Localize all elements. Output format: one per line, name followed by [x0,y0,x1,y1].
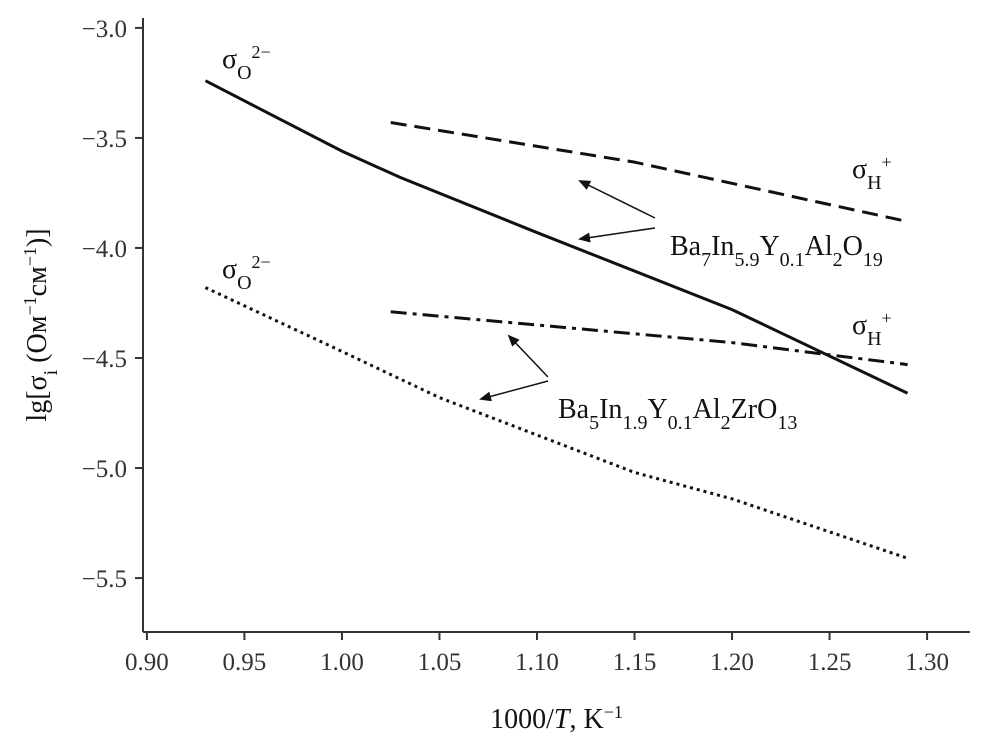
y-tick-label: −3.0 [82,16,127,43]
text-part: σ [222,254,237,285]
text-part: 2 [833,249,843,271]
x-axis-label: 1000/T, K−1 [490,702,623,735]
text-part: Y [759,231,779,262]
text-part: ZrO [731,394,778,425]
line-series [204,79,909,395]
text-part: T [554,704,572,735]
text-part: Al [805,231,833,262]
text-part: см [22,266,53,296]
text-part: O [843,231,863,262]
annotation: σO2− [222,252,271,294]
text-part: −1 [604,702,623,722]
text-part: )] [22,228,53,247]
text-part: −1 [20,247,40,266]
text-part: O [237,62,251,84]
text-part: In [711,231,734,262]
arrow [507,334,549,378]
arrow [479,380,549,402]
text-part: i [40,369,62,375]
x-tick-label: 1.00 [320,649,364,676]
text-part: σ [222,44,237,75]
x-tick-label: 1.30 [905,649,949,676]
arrow [578,227,656,243]
text-part: 19 [863,249,883,271]
annotation: Ba7In5.9Y0.1Al2O19 [670,231,883,271]
y-tick-label: −4.5 [82,346,127,373]
text-part: σ [852,310,867,341]
annotation: σH+ [852,152,892,194]
text-part: 1.9 [622,412,647,434]
x-tick-label: 1.15 [613,649,657,676]
x-tick-label: 1.25 [808,649,852,676]
text-part: H [867,172,881,194]
text-part: σ [852,154,867,185]
text-part: Al [693,394,721,425]
y-tick-label: −5.0 [82,456,127,483]
arrow [578,180,656,219]
text-part: + [882,152,892,172]
text-part: 5.9 [734,249,759,271]
text-part: Ba [670,231,702,262]
text-part: Ba [558,394,590,425]
text-part: H [867,328,881,350]
x-tick-label: 1.05 [418,649,462,676]
text-part: 7 [701,249,711,271]
text-part: lg[σ [22,375,53,421]
arrows [479,180,656,402]
y-axis-label: lg[σi (Ом−1см−1)] [20,228,62,421]
x-tick-label: 0.90 [125,649,169,676]
text-part: 0.1 [668,412,693,434]
text-part: , K [569,704,603,735]
text-part: O [237,272,251,294]
text-part: (Ом [22,315,53,370]
text-part: 0.1 [780,249,805,271]
text-part: + [882,308,892,328]
text-part: 1000/ [490,704,554,735]
line-series [204,286,909,560]
text-part: −1 [20,296,40,315]
text-part: 2− [252,252,271,272]
y-tick-label: −5.5 [82,566,127,593]
annotation: σO2− [222,42,271,84]
x-tick-label: 1.10 [515,649,559,676]
y-tick-label: −4.0 [82,236,127,263]
text-part: 13 [777,412,797,434]
annotation: σH+ [852,308,892,350]
text-part: Y [647,394,667,425]
y-tick-label: −3.5 [82,126,127,153]
line-series [390,121,908,224]
x-tick-label: 1.20 [710,649,754,676]
line-series [390,310,908,367]
annotation: Ba5In1.9Y0.1Al2ZrO13 [558,394,797,434]
text-part: In [599,394,622,425]
text-part: 2− [252,42,271,62]
x-tick-label: 0.95 [223,649,267,676]
text-part: 5 [589,412,599,434]
text-part: 2 [721,412,731,434]
